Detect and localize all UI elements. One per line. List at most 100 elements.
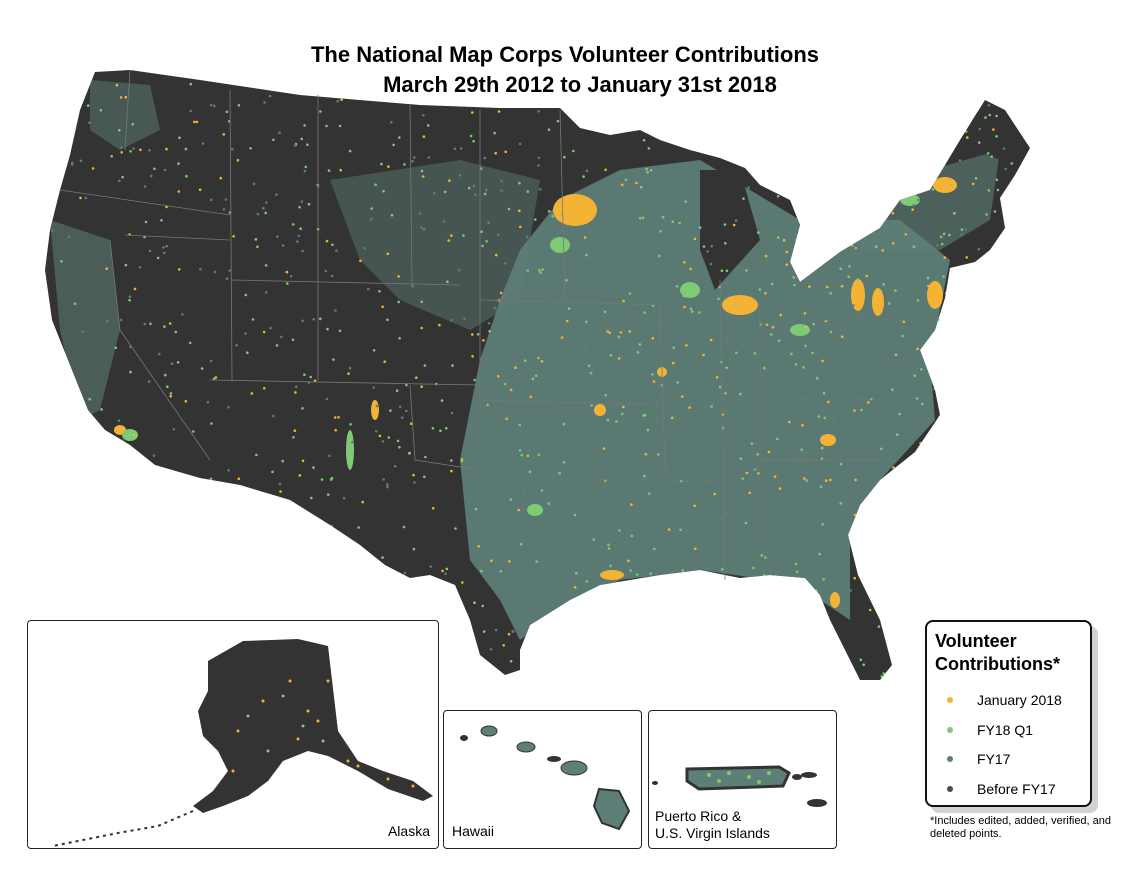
contribution-point	[946, 101, 949, 104]
contribution-point	[849, 589, 852, 592]
contribution-point	[804, 344, 807, 348]
contribution-point	[713, 609, 716, 613]
contribution-point	[558, 471, 561, 475]
contribution-point	[734, 219, 738, 222]
contribution-point	[927, 284, 930, 288]
contribution-point	[398, 136, 401, 139]
contribution-point	[926, 276, 930, 280]
contribution-point	[851, 423, 854, 426]
contribution-point	[166, 555, 169, 559]
contribution-point	[931, 603, 935, 606]
contribution-point	[988, 113, 991, 117]
contribution-point	[400, 416, 404, 420]
contribution-point	[361, 500, 365, 504]
contribution-point	[483, 192, 487, 196]
contribution-point	[826, 97, 830, 101]
contribution-point	[944, 291, 948, 295]
contribution-point	[726, 615, 729, 619]
contribution-point	[520, 453, 523, 457]
contribution-point	[991, 498, 994, 502]
contribution-point	[388, 82, 391, 86]
contribution-point	[212, 377, 216, 381]
contribution-point	[386, 485, 389, 489]
contribution-point	[919, 677, 922, 680]
contribution-point	[561, 561, 565, 565]
fy17-dense-region	[460, 160, 950, 640]
contribution-point	[692, 667, 695, 671]
contribution-point	[702, 665, 706, 668]
contribution-point	[268, 94, 272, 98]
contribution-point	[541, 268, 544, 271]
contribution-point	[91, 167, 95, 170]
contribution-point	[945, 91, 948, 94]
contribution-point	[392, 143, 395, 147]
contribution-point	[149, 174, 153, 178]
contribution-point	[474, 507, 478, 511]
contribution-point	[610, 400, 613, 403]
contribution-point	[811, 629, 815, 633]
contribution-point	[679, 528, 682, 532]
contribution-point	[192, 479, 196, 482]
contribution-point	[915, 562, 919, 565]
contribution-point	[874, 559, 878, 563]
contribution-point	[255, 453, 258, 457]
contribution-point	[504, 90, 507, 93]
contribution-point	[538, 530, 542, 533]
contribution-point	[652, 641, 655, 644]
contribution-point	[936, 164, 939, 167]
contribution-point	[575, 387, 578, 390]
contribution-point	[583, 236, 587, 239]
contribution-point	[443, 190, 447, 194]
contribution-point	[191, 549, 195, 552]
contribution-point	[144, 220, 148, 224]
contribution-point	[753, 114, 757, 118]
contribution-point	[724, 655, 727, 659]
contribution-point	[75, 478, 79, 481]
contribution-point	[988, 380, 992, 384]
contribution-point	[485, 240, 488, 243]
contribution-point	[88, 397, 91, 401]
contribution-point	[519, 543, 523, 546]
contribution-point	[975, 289, 979, 292]
contribution-point	[743, 555, 746, 559]
contribution-point	[977, 247, 981, 251]
contribution-point	[256, 212, 260, 216]
contribution-point	[939, 235, 943, 239]
contribution-point	[518, 209, 521, 213]
contribution-point	[603, 661, 607, 664]
contribution-point	[150, 70, 153, 74]
contribution-point	[875, 132, 879, 136]
contribution-point	[699, 123, 703, 127]
contribution-point	[79, 159, 83, 163]
contribution-point	[820, 446, 824, 450]
contribution-point	[804, 325, 808, 328]
contribution-point	[129, 150, 132, 153]
contribution-point	[481, 244, 484, 248]
contribution-point	[902, 320, 906, 324]
contribution-point	[672, 78, 676, 82]
legend-dot-before-fy17	[947, 786, 953, 792]
contribution-point	[504, 150, 508, 154]
contribution-point	[701, 123, 704, 126]
map-title-line2: March 29th 2012 to January 31st 2018	[383, 72, 777, 97]
contribution-point	[300, 137, 304, 141]
contribution-point	[147, 480, 151, 484]
contribution-point	[617, 357, 621, 360]
contribution-point	[132, 147, 135, 150]
contribution-point	[701, 104, 705, 107]
contribution-point	[856, 278, 860, 281]
puerto-rico-map	[652, 765, 827, 807]
contribution-point	[328, 595, 331, 598]
contribution-point	[602, 447, 606, 450]
contribution-point	[709, 338, 713, 342]
contribution-point	[603, 310, 607, 314]
contribution-point	[228, 269, 231, 272]
contribution-point	[886, 612, 890, 616]
contribution-point	[133, 599, 137, 602]
contribution-point	[721, 426, 725, 430]
contribution-point	[718, 637, 721, 640]
contribution-point	[881, 249, 885, 252]
contribution-point	[411, 284, 414, 288]
contribution-point	[411, 159, 414, 163]
contribution-point	[758, 288, 762, 291]
